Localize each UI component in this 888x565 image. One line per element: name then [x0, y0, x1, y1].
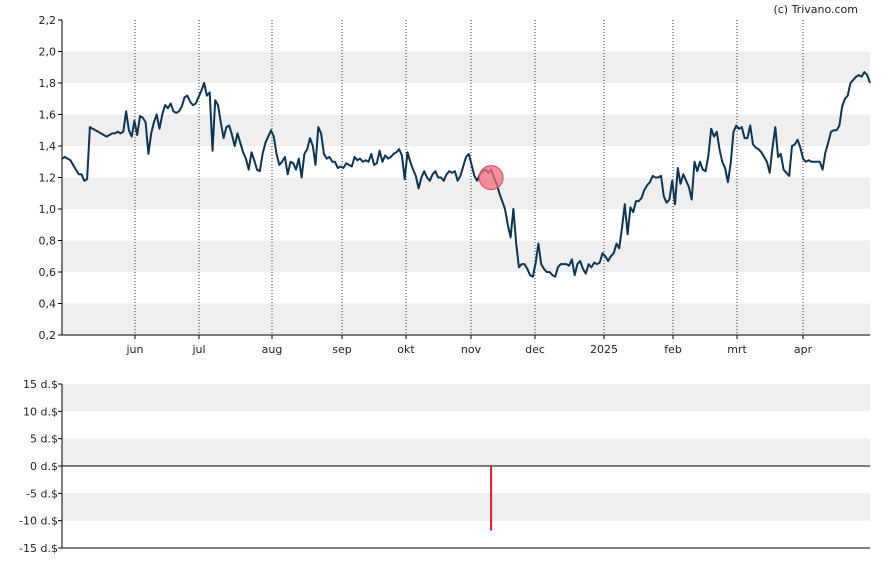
price-y-tick-label: 0,8	[39, 235, 57, 248]
x-tick-label: feb	[664, 343, 682, 356]
x-tick-label: dec	[525, 343, 545, 356]
x-tick-label: mrt	[727, 343, 747, 356]
price-y-tick-label: 0,4	[39, 298, 57, 311]
x-tick-label: jun	[126, 343, 144, 356]
price-y-tick-label: 1,4	[39, 140, 57, 153]
dividend-marker	[478, 165, 504, 191]
price-band	[62, 303, 870, 335]
dividend-panel-bands	[62, 384, 870, 521]
x-tick-labels: jun jul aug sep okt nov dec 2025 feb mrt apr	[126, 335, 813, 356]
price-y-tick-label: 0,6	[39, 266, 57, 279]
dividend-y-tick-label: -5 d.$	[26, 487, 58, 500]
price-y-tick-label: 1,2	[39, 172, 57, 185]
price-y-tick-label: 1,0	[39, 203, 57, 216]
dividend-y-tick-label: 0 d.$	[30, 460, 58, 473]
x-tick-label: okt	[397, 343, 415, 356]
price-y-tick-label: 2,0	[39, 46, 57, 59]
dividend-y-tick-label: 5 d.$	[30, 433, 58, 446]
price-band	[62, 114, 870, 146]
x-tick-label: nov	[461, 343, 482, 356]
axes	[61, 20, 870, 549]
price-band	[62, 177, 870, 209]
dividend-band	[62, 438, 870, 466]
price-band	[62, 51, 870, 83]
dividend-y-tick-label: 15 d.$	[23, 378, 58, 391]
price-series-line	[61, 71, 871, 278]
dividend-band	[62, 493, 870, 521]
dividend-y-tick-label: -15 d.$	[19, 542, 58, 555]
dividend-y-tick-label: 10 d.$	[23, 405, 58, 418]
dividend-y-tick-labels: 15 d.$ 10 d.$ 5 d.$ 0 d.$ -5 d.$ -10 d.$ -15 d…	[19, 378, 62, 555]
x-tick-label: aug	[262, 343, 283, 356]
price-y-tick-labels: 2,2 2,0 1,8 1,6 1,4 1,2 1,0 0,8 0,6 0,4 0,2	[39, 14, 62, 342]
dividend-y-tick-label: -10 d.$	[19, 515, 58, 528]
x-tick-label: apr	[794, 343, 813, 356]
x-tick-label: 2025	[590, 343, 618, 356]
price-band	[62, 240, 870, 272]
credit-label: (c) Trivano.com	[773, 3, 858, 16]
price-y-tick-label: 1,6	[39, 109, 57, 122]
price-panel-bands	[62, 51, 870, 335]
price-y-tick-label: 1,8	[39, 77, 57, 90]
price-y-tick-label: 2,2	[39, 14, 57, 27]
price-y-tick-label: 0,2	[39, 329, 57, 342]
x-tick-label: jul	[191, 343, 205, 356]
dividend-band	[62, 384, 870, 412]
x-tick-label: sep	[332, 343, 351, 356]
